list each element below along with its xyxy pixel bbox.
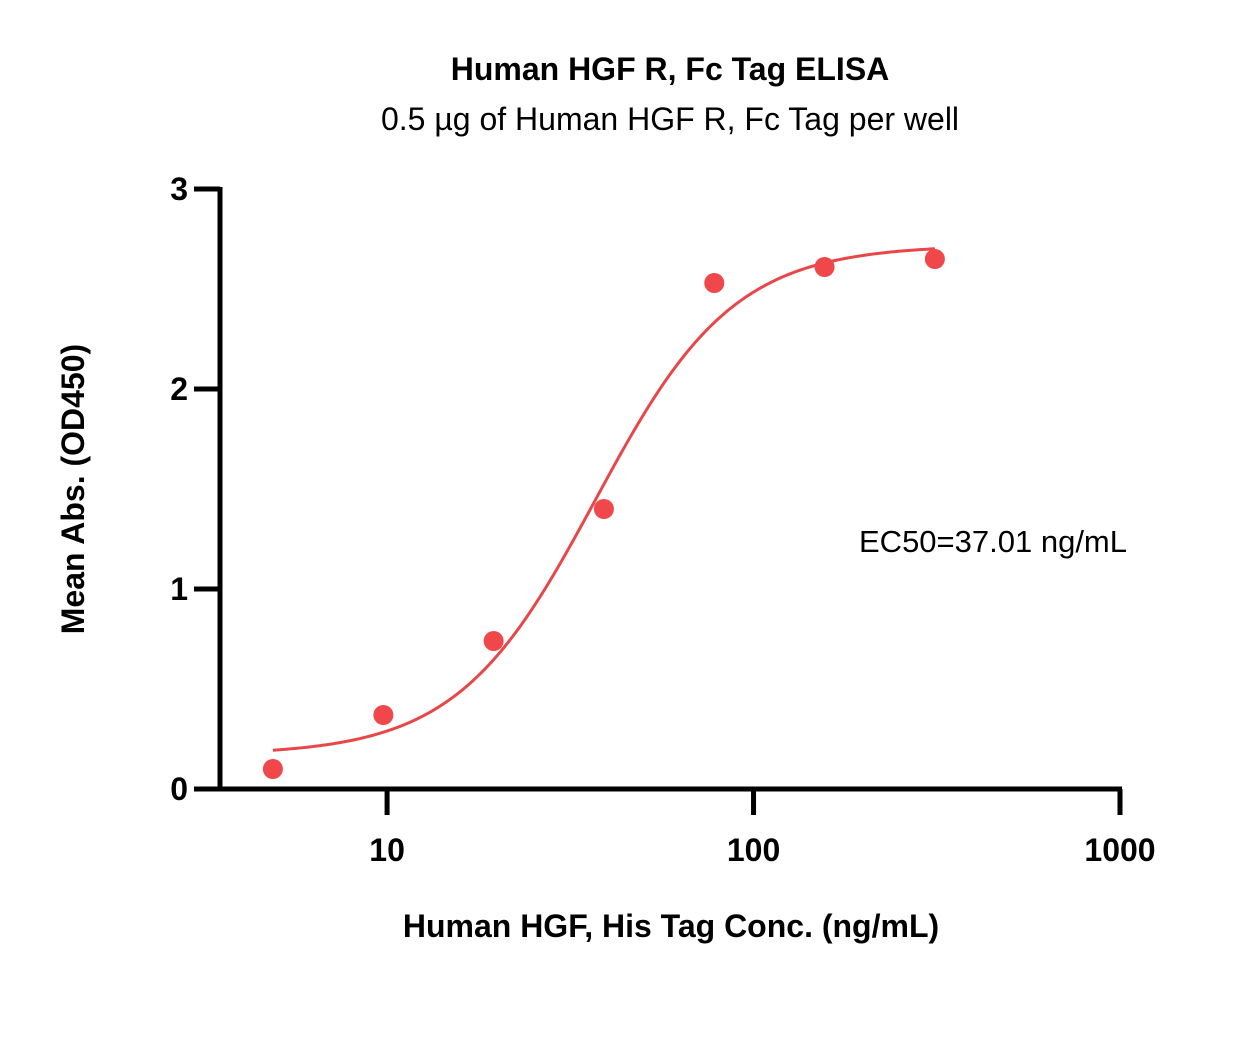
- y-tick-label: 0: [170, 771, 188, 807]
- data-point: [262, 759, 283, 779]
- x-tick-label: 10: [369, 832, 405, 868]
- x-tick-label: 100: [727, 832, 780, 868]
- data-point: [373, 705, 394, 725]
- data-point: [924, 249, 945, 269]
- data-point: [593, 499, 614, 519]
- data-point: [704, 273, 725, 293]
- y-tick-label: 1: [170, 571, 188, 607]
- x-tick-label: 1000: [1084, 832, 1155, 868]
- ec50-annotation: EC50=37.01 ng/mL: [859, 524, 1127, 559]
- y-axis-label: Mean Abs. (OD450): [55, 344, 91, 634]
- data-point: [483, 631, 504, 651]
- axes: 0 1 2 3 10 100 1000: [170, 171, 1155, 868]
- y-tick-label: 3: [170, 171, 188, 207]
- y-tick-label: 2: [170, 371, 188, 407]
- chart-subtitle: 0.5 µg of Human HGF R, Fc Tag per well: [381, 101, 959, 137]
- chart-title: Human HGF R, Fc Tag ELISA: [451, 51, 890, 87]
- data-point: [814, 257, 835, 277]
- data-points-layer: [262, 249, 945, 779]
- x-axis-label: Human HGF, His Tag Conc. (ng/mL): [403, 908, 939, 944]
